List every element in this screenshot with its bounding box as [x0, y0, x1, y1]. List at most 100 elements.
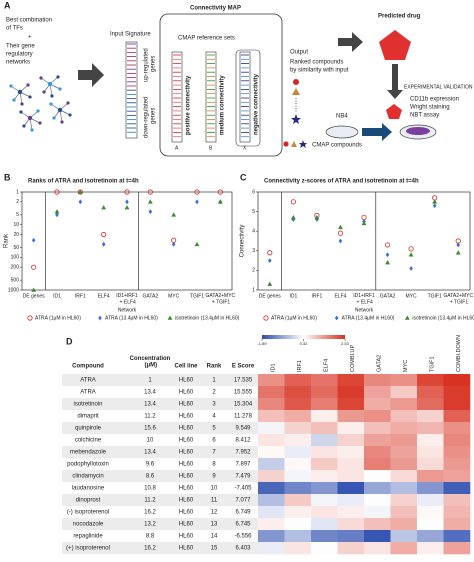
legend-label: ATRA (1μM in HL60) — [271, 315, 317, 321]
cell-line: NB4 — [336, 114, 348, 120]
x-tick-label: ELF4 — [334, 293, 346, 299]
point — [455, 250, 461, 255]
drug-icon — [386, 104, 402, 119]
heat-cell — [417, 422, 444, 435]
compound-icon — [291, 141, 297, 147]
cell: 6.745 — [235, 522, 251, 528]
heat-cell — [258, 398, 285, 411]
column-label: MYC — [403, 360, 409, 372]
cell: nocodazole — [73, 522, 104, 528]
panel-label: A — [4, 0, 11, 10]
heat-cell — [443, 410, 471, 423]
cell: 9.549 — [235, 426, 251, 432]
point — [147, 189, 153, 195]
x-tick-label: GATA2 — [143, 293, 159, 299]
panel-label: C — [240, 172, 247, 182]
y-tick-label: 10 — [13, 222, 19, 228]
heat-cell — [337, 446, 365, 459]
point — [194, 189, 200, 195]
column-label: TGIF1 — [430, 356, 436, 372]
cell: HL60 — [179, 378, 194, 384]
heat-cell — [258, 530, 285, 543]
cell: 9.6 — [146, 462, 155, 468]
arrow — [387, 64, 403, 99]
heat-cell — [390, 506, 418, 519]
cmap-subtitle: CMAP reference sets — [178, 36, 235, 42]
net-node — [30, 128, 34, 132]
point — [385, 252, 390, 258]
cmap-title: Connectivity MAP — [190, 6, 241, 12]
row-band — [62, 434, 258, 446]
set-id: B — [209, 145, 213, 151]
cell: 8 — [212, 462, 216, 468]
heat-cell — [284, 458, 312, 471]
y-tick-label: 4 — [252, 229, 255, 235]
input-signature: Input Signature — [110, 32, 151, 38]
point — [432, 199, 438, 204]
heat-cell — [417, 446, 444, 459]
heat-cell — [284, 422, 312, 435]
cell: HL60 — [179, 426, 194, 432]
heat-cell — [311, 530, 338, 543]
colorbar-label: 2.53 — [341, 341, 350, 346]
heat-cell — [364, 434, 391, 447]
cell: HL60 — [179, 522, 194, 528]
column-label: ID1 — [271, 363, 277, 372]
row-band — [62, 410, 258, 422]
point — [124, 205, 130, 210]
heat-cell — [364, 386, 391, 399]
cell: 15.555 — [234, 390, 253, 396]
heat-cell — [258, 518, 285, 531]
set-id: A — [175, 145, 179, 151]
heat-cell — [337, 374, 365, 387]
column-label: COMBI.DOWN — [456, 335, 462, 372]
cell: laudanosine — [72, 486, 105, 492]
point — [77, 189, 83, 194]
cell: HL60 — [179, 534, 194, 540]
set-bar — [239, 51, 251, 143]
row-band — [62, 542, 258, 554]
point — [167, 315, 173, 320]
heat-cell — [443, 518, 471, 531]
net-node — [19, 110, 23, 114]
net-node — [60, 120, 64, 124]
column-label: GATA2 — [377, 355, 383, 372]
cell: 3 — [212, 402, 216, 408]
cell: 15.6 — [144, 426, 156, 432]
net-node — [12, 98, 16, 102]
row-band — [62, 398, 258, 410]
cell: 10 — [147, 438, 154, 444]
heat-cell — [417, 506, 444, 519]
heat-cell — [337, 422, 365, 435]
chart-title: Connectivity z-scores of ATRA and isotre… — [264, 179, 419, 185]
cell: HL60 — [179, 414, 194, 420]
heat-cell — [417, 386, 444, 399]
cell: 2 — [212, 390, 216, 396]
drug-icon — [379, 30, 411, 60]
point — [148, 209, 153, 215]
cell: 7.479 — [235, 474, 251, 480]
y-tick-label: 50 — [13, 245, 19, 251]
heat-cell — [443, 470, 471, 483]
net-node — [42, 90, 46, 94]
cell: 7 — [212, 450, 216, 456]
output-title: Output — [290, 50, 308, 56]
cell: (+) isoproterenol — [66, 546, 110, 552]
heat-cell — [311, 470, 338, 483]
x-axis-label: Network — [355, 307, 374, 313]
intro-line: networks — [6, 60, 30, 66]
heat-cell — [311, 518, 338, 531]
y-tick-label: 200 — [11, 264, 20, 270]
colorbar-label: -1.89 — [257, 341, 267, 346]
heat-cell — [364, 398, 391, 411]
heat-cell — [337, 470, 365, 483]
heat-cell — [364, 470, 391, 483]
column-header: Cell line — [174, 364, 198, 370]
heat-cell — [258, 506, 285, 519]
heat-cell — [258, 446, 285, 459]
networks — [9, 75, 72, 132]
point — [408, 252, 414, 257]
cell: 17.535 — [234, 378, 253, 384]
heat-cell — [443, 446, 471, 459]
assay: CD11b expression — [410, 97, 459, 103]
